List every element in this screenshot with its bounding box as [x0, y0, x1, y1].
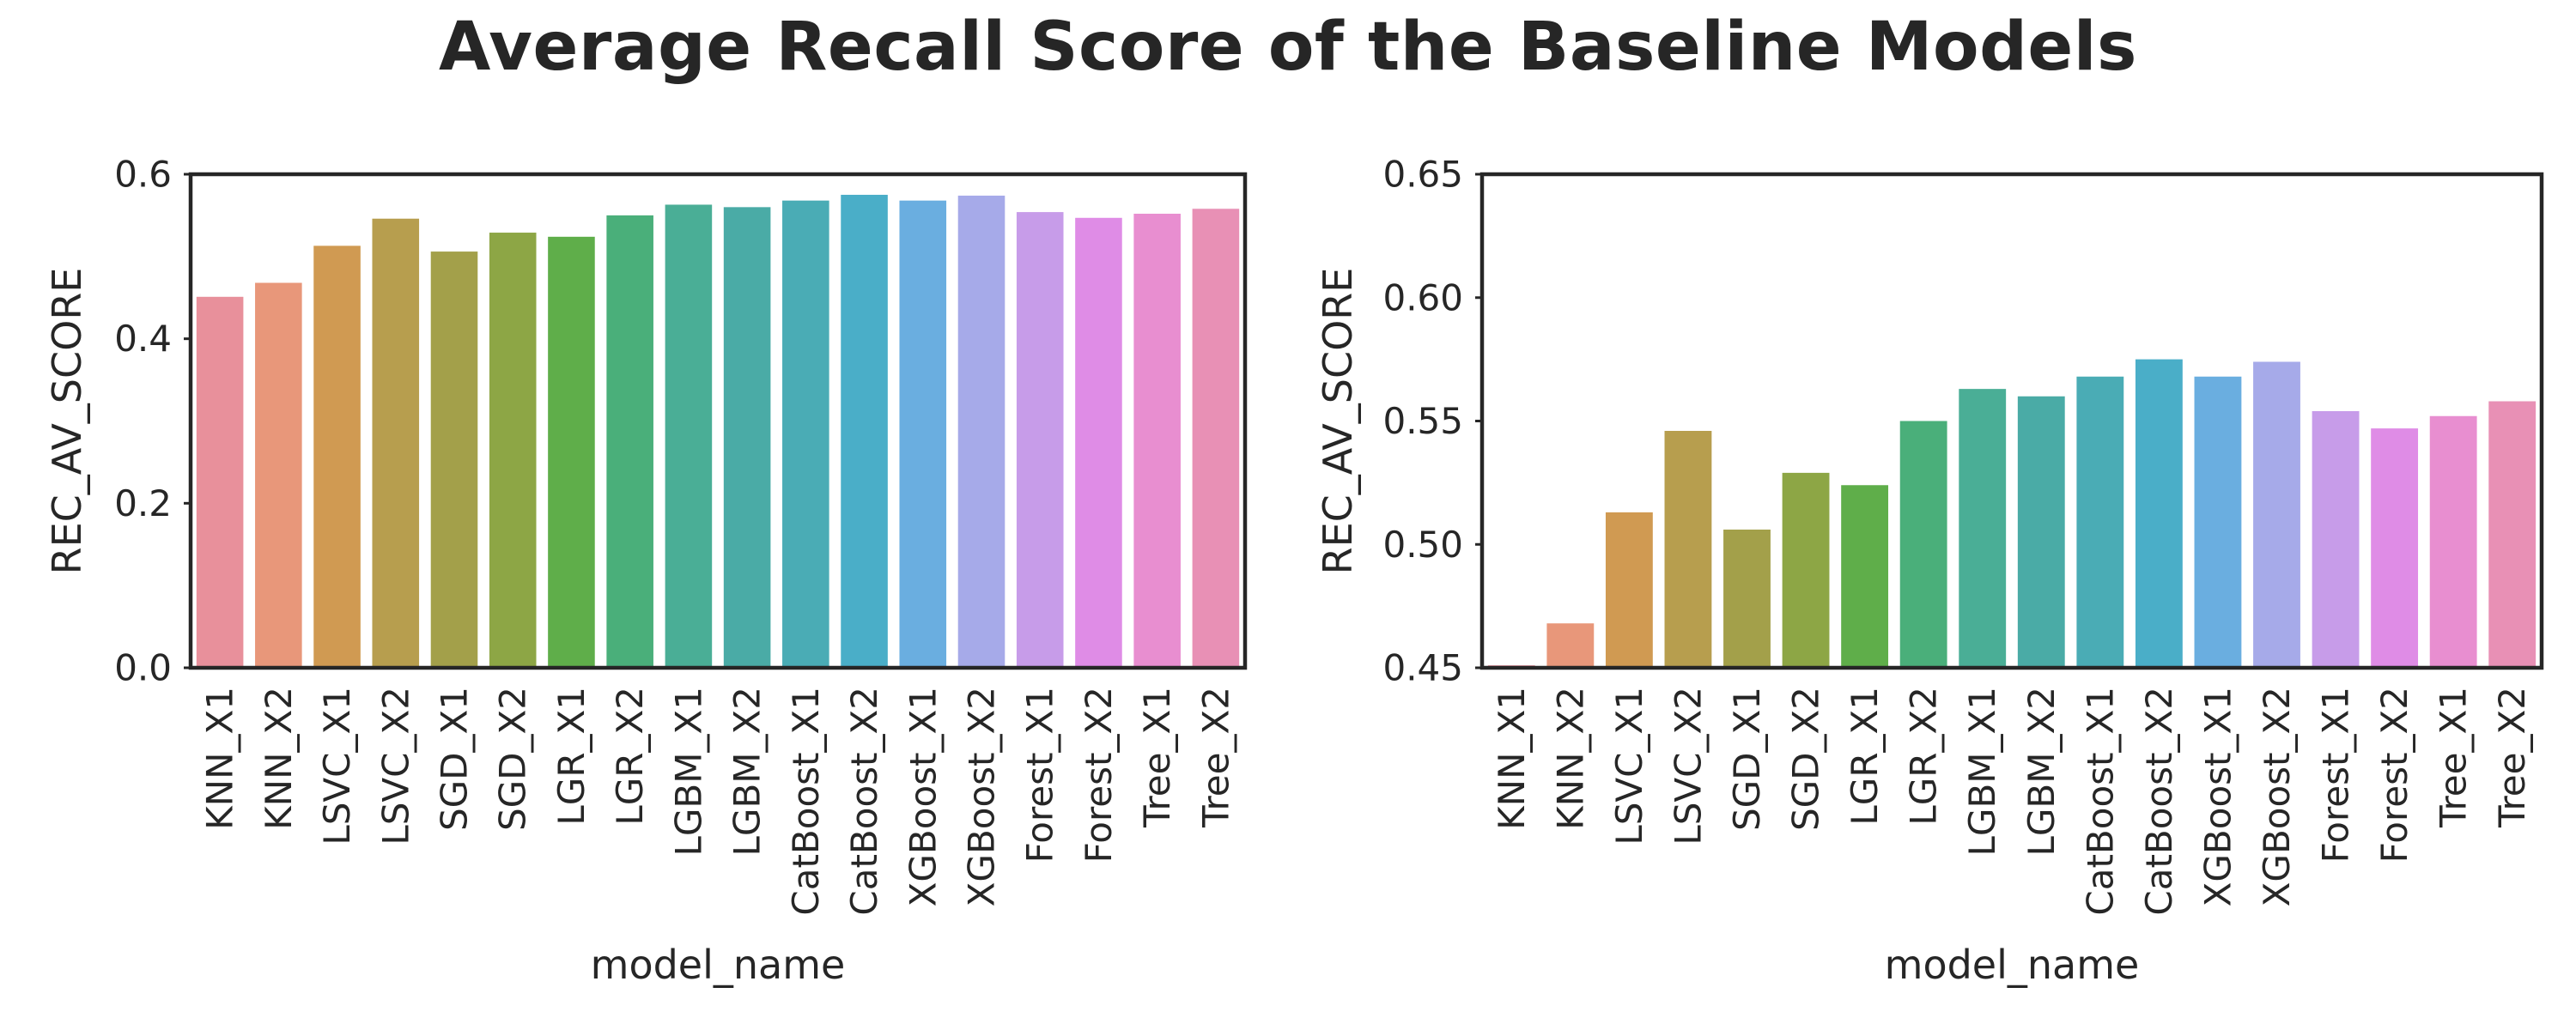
figure-title: Average Recall Score of the Baseline Mod…	[439, 9, 2137, 86]
bar-LGBM_X2	[2017, 396, 2065, 668]
bar-XGBoost_X1	[2194, 376, 2242, 668]
bar-LGR_X1	[1841, 485, 1889, 668]
y-tick-label: 0.2	[114, 482, 172, 524]
bar-KNN_X1	[196, 296, 244, 668]
x-tick-label: LGBM_X1	[1961, 687, 2003, 857]
bar-XGBoost_X2	[957, 195, 1005, 668]
x-tick-label: Tree_X2	[1194, 687, 1236, 828]
x-tick-label: XGBoost_X1	[2196, 687, 2239, 906]
x-tick-label: LGBM_X2	[2020, 687, 2063, 857]
y-tick-label: 0.50	[1382, 524, 1463, 566]
x-tick-label: LGR_X2	[609, 687, 651, 826]
bar-LSVC_X2	[1664, 431, 1712, 668]
x-tick-label: SGD_X1	[1726, 687, 1768, 831]
bar-SGD_X2	[1782, 472, 1830, 668]
y-tick-label: 0.6	[114, 154, 172, 196]
bar-SGD_X2	[489, 233, 537, 668]
x-tick-label: CatBoost_X1	[785, 687, 827, 916]
x-tick-label: Tree_X2	[2491, 687, 2533, 828]
bar-LSVC_X1	[313, 245, 361, 668]
x-tick-label: KNN_X2	[1549, 687, 1591, 830]
x-tick-label: LGR_X1	[550, 687, 592, 826]
x-tick-label: CatBoost_X2	[2138, 687, 2180, 916]
bar-LGBM_X2	[723, 207, 771, 669]
x-tick-label: SGD_X2	[492, 687, 534, 831]
x-tick-label: XGBoost_X2	[961, 687, 1003, 906]
bar-Tree_X1	[2429, 415, 2477, 668]
x-tick-label: CatBoost_X2	[843, 687, 885, 916]
x-tick-label: LGR_X2	[1903, 687, 1945, 826]
bar-CatBoost_X1	[782, 200, 829, 668]
bar-SGD_X1	[430, 251, 478, 668]
bar-Forest_X1	[2312, 411, 2360, 668]
x-tick-label: KNN_X2	[258, 687, 300, 830]
x-axis-label: model_name	[591, 942, 846, 988]
y-tick-label: 0.0	[114, 647, 172, 689]
bar-Tree_X1	[1133, 214, 1181, 668]
bar-XGBoost_X1	[899, 200, 947, 668]
x-tick-label: XGBoost_X2	[2256, 687, 2298, 906]
axes-frame	[188, 172, 1248, 670]
x-tick-label: LSVC_X2	[374, 687, 416, 845]
y-tick-label: 0.45	[1382, 647, 1463, 689]
bar-Forest_X1	[1016, 212, 1064, 669]
x-tick-label: KNN_X1	[199, 687, 241, 830]
bar-LGR_X2	[1899, 421, 1947, 668]
bar-Forest_X2	[1075, 217, 1122, 668]
bar-XGBoost_X2	[2253, 361, 2300, 668]
bar-LGBM_X1	[1959, 389, 2007, 668]
x-tick-label: Forest_X2	[2373, 687, 2415, 863]
bar-Tree_X2	[1192, 209, 1240, 668]
x-tick-label: Forest_X1	[1019, 687, 1061, 863]
x-tick-label: LSVC_X2	[1667, 687, 1709, 845]
x-tick-label: LGBM_X1	[667, 687, 709, 857]
x-tick-label: Forest_X2	[1078, 687, 1120, 863]
x-tick-label: SGD_X1	[434, 687, 476, 831]
x-tick-label: Forest_X1	[2315, 687, 2357, 863]
x-tick-label: LGBM_X2	[726, 687, 769, 857]
bar-LGR_X2	[606, 215, 653, 668]
x-tick-label: CatBoost_X1	[2079, 687, 2121, 916]
y-axis-label: REC_AV_SCORE	[1315, 268, 1361, 575]
x-tick-label: XGBoost_X1	[902, 687, 944, 906]
bar-Forest_X2	[2371, 428, 2419, 668]
y-axis-label: REC_AV_SCORE	[44, 268, 90, 575]
x-tick-label: KNN_X1	[1491, 687, 1533, 830]
x-tick-label: LSVC_X1	[316, 687, 358, 845]
x-tick-label: Tree_X1	[2433, 687, 2475, 828]
y-tick-label: 0.55	[1382, 400, 1463, 442]
bar-LSVC_X2	[372, 218, 420, 668]
bar-LSVC_X1	[1605, 512, 1653, 668]
right-chart-panel: 0.45 0.50 0.55 0.60 0.65 KNN_X1 KNN_X2 LSVC_X1 L…	[1315, 154, 2544, 988]
y-tick-label: 0.60	[1382, 276, 1463, 318]
x-tick-label: LSVC_X1	[1608, 687, 1650, 845]
left-chart-panel: 0.0 0.2 0.4 0.6 KNN_X1 KNN_X2 LSVC_X1 LSVC_X2 SG…	[44, 154, 1248, 988]
bar-LGR_X1	[548, 236, 595, 668]
bar-SGD_X1	[1723, 530, 1771, 668]
y-tick-label: 0.65	[1382, 154, 1463, 196]
bar-CatBoost_X2	[2135, 359, 2183, 668]
bar-Tree_X2	[2488, 401, 2537, 668]
bar-CatBoost_X2	[841, 194, 888, 669]
x-tick-label: LGR_X1	[1844, 687, 1886, 826]
bar-LGBM_X1	[665, 204, 713, 669]
bar-CatBoost_X1	[2076, 376, 2124, 668]
x-tick-label: SGD_X2	[1785, 687, 1827, 831]
x-tick-label: Tree_X1	[1136, 687, 1178, 828]
bar-KNN_X2	[255, 282, 302, 668]
x-axis-label: model_name	[1885, 942, 2140, 988]
y-tick-label: 0.4	[114, 318, 172, 360]
bar-KNN_X2	[1546, 623, 1595, 668]
